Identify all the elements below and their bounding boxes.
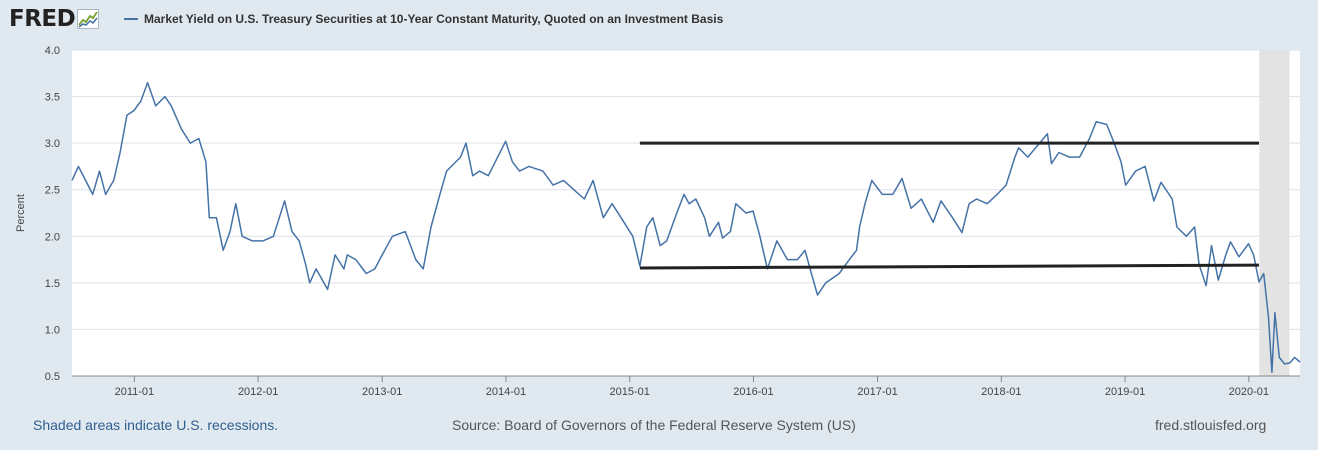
x-tick-label: 2012-01 bbox=[238, 386, 278, 398]
x-tick-label: 2011-01 bbox=[115, 386, 155, 398]
legend-swatch bbox=[124, 18, 138, 20]
series-line bbox=[71, 81, 1301, 374]
x-tick-label: 2013-01 bbox=[362, 386, 402, 398]
fred-logo[interactable]: FRED bbox=[9, 6, 100, 32]
y-tick-label: 4.0 bbox=[45, 45, 60, 57]
fred-logo-text: FRED bbox=[9, 6, 76, 32]
recession-note: Shaded areas indicate U.S. recessions. bbox=[33, 417, 279, 433]
y-tick-label: 1.5 bbox=[45, 278, 60, 290]
source-note: Source: Board of Governors of the Federa… bbox=[452, 417, 856, 433]
y-axis-label: Percent bbox=[15, 194, 27, 232]
y-tick-label: 3.5 bbox=[45, 92, 60, 104]
x-tick-label: 2019-01 bbox=[1105, 386, 1145, 398]
x-tick-label: 2017-01 bbox=[857, 386, 897, 398]
x-tick-label: 2015-01 bbox=[610, 386, 650, 398]
site-link[interactable]: fred.stlouisfed.org bbox=[1155, 417, 1267, 433]
x-tick-label: 2014-01 bbox=[486, 386, 526, 398]
y-tick-label: 2.5 bbox=[45, 185, 60, 197]
annotation-line bbox=[639, 263, 1259, 270]
line-chart: 0.5 1.0 1.5 2.0 2.5 3.0 3.5 4.0 2011-01 2012-01 20… bbox=[15, 45, 1301, 398]
x-tick-label: 2018-01 bbox=[981, 386, 1021, 398]
x-tick-label: 2016-01 bbox=[733, 386, 773, 398]
y-tick-label: 1.0 bbox=[45, 324, 60, 336]
y-tick-label: 2.0 bbox=[45, 231, 60, 243]
x-tick-label: 2020-01 bbox=[1229, 386, 1269, 398]
y-tick-label: 0.5 bbox=[45, 371, 60, 383]
plot-area bbox=[72, 50, 1300, 376]
fred-graph-icon bbox=[77, 9, 100, 29]
chart-legend: Market Yield on U.S. Treasury Securities… bbox=[124, 12, 723, 26]
legend-series-label: Market Yield on U.S. Treasury Securities… bbox=[144, 12, 724, 26]
y-tick-label: 3.0 bbox=[45, 138, 60, 150]
